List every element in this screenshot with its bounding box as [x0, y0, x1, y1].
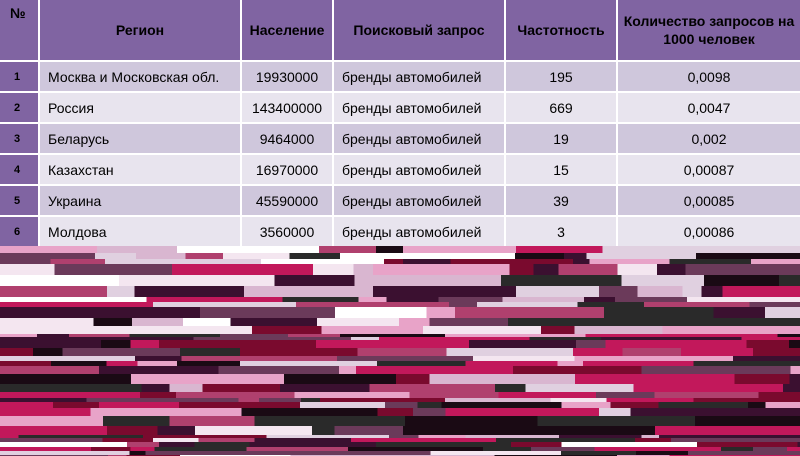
glitch-band — [0, 348, 800, 356]
glitch-band — [0, 253, 800, 259]
glitch-band — [0, 264, 800, 275]
row-query: бренды автомобилей — [334, 186, 506, 217]
glitch-band — [0, 447, 800, 451]
row-region: Украина — [40, 186, 242, 217]
glitch-band — [0, 326, 800, 334]
glitch-band — [0, 442, 800, 447]
table-row: 4 Казахстан 16970000 бренды автомобилей 15 0,… — [0, 155, 800, 186]
row-population: 45590000 — [242, 186, 334, 217]
glitch-band — [0, 297, 800, 302]
row-region: Москва и Московская обл. — [40, 62, 242, 93]
glitch-band — [0, 366, 800, 374]
row-query: бренды автомобилей — [334, 93, 506, 124]
row-num: 2 — [0, 93, 40, 124]
row-rate: 0,0047 — [618, 93, 800, 124]
row-frequency: 15 — [506, 155, 618, 186]
row-population: 3560000 — [242, 217, 334, 248]
glitch-band — [0, 438, 800, 442]
glitch-band — [0, 259, 800, 264]
glitch-band — [0, 398, 800, 402]
glitch-band — [0, 392, 800, 398]
row-population: 143400000 — [242, 93, 334, 124]
row-frequency: 669 — [506, 93, 618, 124]
table-row: 5 Украина 45590000 бренды автомобилей 39 0,00… — [0, 186, 800, 217]
row-query: бренды автомобилей — [334, 124, 506, 155]
header-population: Население — [242, 0, 334, 62]
glitch-band — [0, 384, 800, 392]
glitch-band — [0, 307, 800, 318]
row-num: 6 — [0, 217, 40, 248]
row-rate: 0,002 — [618, 124, 800, 155]
search-stats-table: № Регион Население Поисковый запрос Част… — [0, 0, 800, 268]
row-frequency: 39 — [506, 186, 618, 217]
glitch-band — [0, 275, 800, 286]
row-population: 19930000 — [242, 62, 334, 93]
row-rate: 0,00085 — [618, 186, 800, 217]
glitch-band — [0, 356, 800, 361]
glitch-band — [0, 408, 800, 416]
row-rate: 0,00087 — [618, 155, 800, 186]
glitch-band — [0, 361, 800, 366]
header-region: Регион — [40, 0, 242, 62]
row-frequency: 19 — [506, 124, 618, 155]
table-row: 6 Молдова 3560000 бренды автомобилей 3 0,0008… — [0, 217, 800, 248]
row-num: 3 — [0, 124, 40, 155]
glitch-band — [0, 302, 800, 307]
row-num: 1 — [0, 62, 40, 93]
glitch-band — [0, 435, 800, 438]
row-frequency: 3 — [506, 217, 618, 248]
row-rate: 0,00086 — [618, 217, 800, 248]
row-region: Россия — [40, 93, 242, 124]
row-population: 9464000 — [242, 124, 334, 155]
row-region: Казахстан — [40, 155, 242, 186]
glitch-band — [0, 374, 800, 384]
table-row: 2 Россия 143400000 бренды автомобилей 669 0,0… — [0, 93, 800, 124]
row-query: бренды автомобилей — [334, 62, 506, 93]
glitch-band — [0, 286, 800, 297]
glitch-band — [0, 246, 800, 253]
table-header-row: № Регион Население Поисковый запрос Част… — [0, 0, 800, 62]
row-num: 4 — [0, 155, 40, 186]
row-region: Беларусь — [40, 124, 242, 155]
row-population: 16970000 — [242, 155, 334, 186]
header-query: Поисковый запрос — [334, 0, 506, 62]
glitch-band — [0, 318, 800, 326]
row-num: 5 — [0, 186, 40, 217]
table-row: 3 Беларусь 9464000 бренды автомобилей 19 0,00… — [0, 124, 800, 155]
row-frequency: 195 — [506, 62, 618, 93]
table-row: 1 Москва и Московская обл. 19930000 бренды … — [0, 62, 800, 93]
glitch-band — [0, 337, 800, 340]
glitch-band — [0, 426, 800, 435]
header-num: № — [0, 0, 40, 62]
glitch-band — [0, 451, 800, 455]
row-query: бренды автомобилей — [334, 217, 506, 248]
row-query: бренды автомобилей — [334, 155, 506, 186]
row-region: Молдова — [40, 217, 242, 248]
header-frequency: Частотность — [506, 0, 618, 62]
row-rate: 0,0098 — [618, 62, 800, 93]
corrupted-image-area — [0, 246, 800, 456]
glitch-band — [0, 402, 800, 408]
glitch-band — [0, 340, 800, 348]
glitch-band — [0, 416, 800, 426]
glitch-band — [0, 334, 800, 337]
header-rate: Количество запросов на 1000 человек — [618, 0, 800, 62]
